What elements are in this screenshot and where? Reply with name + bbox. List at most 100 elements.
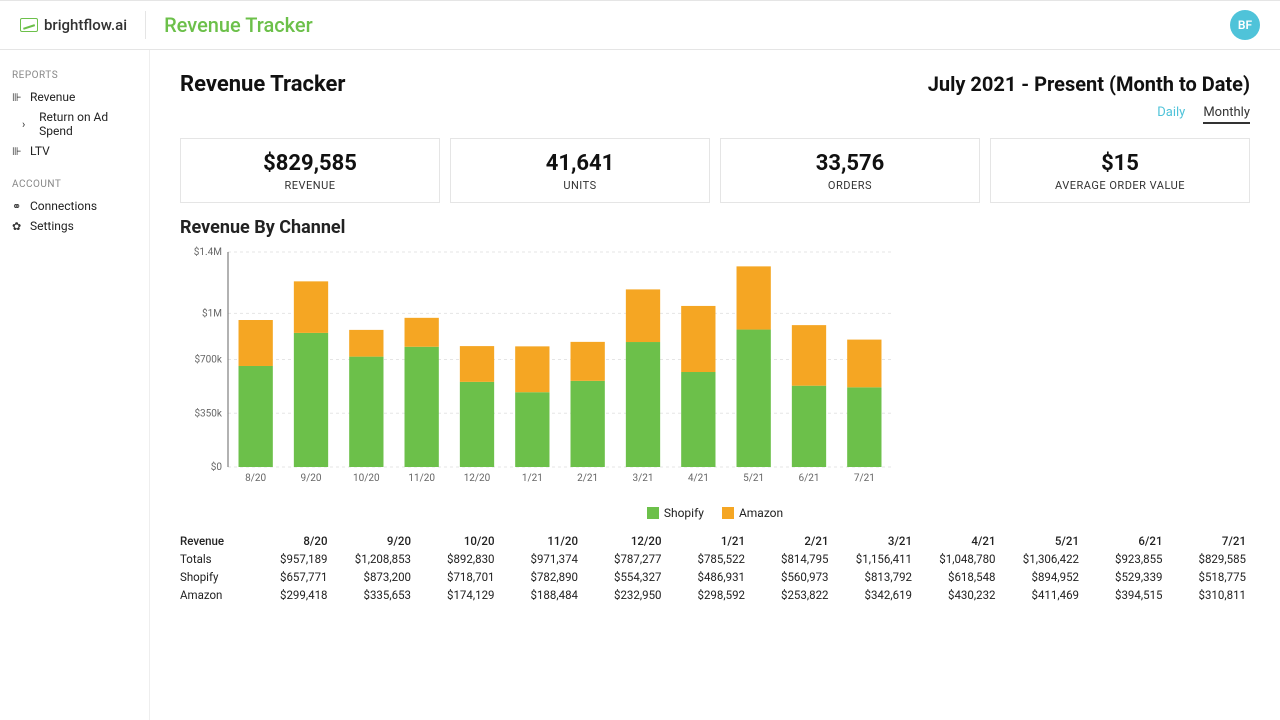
table-cell: $411,469 bbox=[1000, 588, 1084, 602]
svg-text:$700k: $700k bbox=[194, 353, 222, 366]
table-cell: $232,950 bbox=[582, 588, 666, 602]
table-cell: Shopify bbox=[180, 570, 248, 584]
tab-daily[interactable]: Daily bbox=[1157, 105, 1185, 124]
kpi-label: AVERAGE ORDER VALUE bbox=[999, 179, 1241, 192]
table-cell: $188,484 bbox=[499, 588, 583, 602]
sidebar-item-revenue[interactable]: ⊪ Revenue bbox=[12, 87, 137, 107]
granularity-tabs: Daily Monthly bbox=[180, 105, 1250, 124]
table-cell: $1,306,422 bbox=[1000, 552, 1084, 566]
sidebar-item-label: Return on Ad Spend bbox=[39, 110, 137, 138]
kpi-value: $829,585 bbox=[189, 151, 431, 176]
bar-chart-icon: ⊪ bbox=[12, 145, 24, 158]
table-cell: Amazon bbox=[180, 588, 248, 602]
table-cell: 10/20 bbox=[415, 534, 499, 548]
table-cell: $298,592 bbox=[666, 588, 750, 602]
svg-text:$1.4M: $1.4M bbox=[194, 245, 222, 258]
kpi-value: $15 bbox=[999, 151, 1241, 176]
table-cell: $813,792 bbox=[833, 570, 917, 584]
svg-text:8/20: 8/20 bbox=[245, 473, 266, 484]
table-cell: $829,585 bbox=[1167, 552, 1251, 566]
legend-swatch bbox=[647, 507, 659, 519]
table-cell: $560,973 bbox=[749, 570, 833, 584]
table-cell: 1/21 bbox=[666, 534, 750, 548]
date-range: July 2021 - Present (Month to Date) bbox=[928, 72, 1250, 96]
legend-item[interactable]: Shopify bbox=[647, 506, 704, 520]
main-heading: Revenue Tracker bbox=[180, 72, 345, 97]
kpi-value: 41,641 bbox=[459, 151, 701, 176]
table-cell: $394,515 bbox=[1083, 588, 1167, 602]
table-cell: $554,327 bbox=[582, 570, 666, 584]
svg-text:5/21: 5/21 bbox=[743, 473, 764, 484]
sidebar-item-label: Connections bbox=[30, 199, 97, 213]
legend-label: Shopify bbox=[664, 506, 704, 520]
table-cell: $892,830 bbox=[415, 552, 499, 566]
kpi-card-units: 41,641 UNITS bbox=[450, 138, 710, 203]
legend-label: Amazon bbox=[739, 506, 783, 520]
legend-swatch bbox=[722, 507, 734, 519]
table-cell: 9/20 bbox=[332, 534, 416, 548]
table-cell: $894,952 bbox=[1000, 570, 1084, 584]
table-cell: 4/21 bbox=[916, 534, 1000, 548]
gear-icon: ✿ bbox=[12, 220, 24, 233]
table-cell: $618,548 bbox=[916, 570, 1000, 584]
topbar: brightflow.ai Revenue Tracker BF bbox=[0, 0, 1280, 50]
sidebar-item-ltv[interactable]: ⊪ LTV bbox=[12, 141, 137, 161]
table-cell: 7/21 bbox=[1167, 534, 1251, 548]
caret-right-icon: › bbox=[22, 118, 33, 131]
chart-title: Revenue By Channel bbox=[180, 217, 1250, 238]
table-cell: $957,189 bbox=[248, 552, 332, 566]
legend-item[interactable]: Amazon bbox=[722, 506, 783, 520]
table-row: Revenue8/209/2010/2011/2012/201/212/213/… bbox=[180, 532, 1250, 550]
sidebar-item-roas[interactable]: › Return on Ad Spend bbox=[12, 107, 137, 141]
svg-text:1/21: 1/21 bbox=[522, 473, 543, 484]
bar-chart-icon: ⊪ bbox=[12, 91, 24, 104]
brand-logo[interactable]: brightflow.ai bbox=[20, 11, 146, 39]
kpi-label: ORDERS bbox=[729, 179, 971, 192]
sidebar-item-label: LTV bbox=[30, 144, 50, 158]
table-cell: 3/21 bbox=[833, 534, 917, 548]
kpi-row: $829,585 REVENUE 41,641 UNITS 33,576 ORD… bbox=[180, 138, 1250, 203]
table-cell: $657,771 bbox=[248, 570, 332, 584]
table-cell: $782,890 bbox=[499, 570, 583, 584]
kpi-card-aov: $15 AVERAGE ORDER VALUE bbox=[990, 138, 1250, 203]
table-cell: 6/21 bbox=[1083, 534, 1167, 548]
table-cell: $718,701 bbox=[415, 570, 499, 584]
sidebar-section-label: REPORTS bbox=[12, 70, 137, 81]
table-cell: $1,208,853 bbox=[332, 552, 416, 566]
nodes-icon: ⚭ bbox=[12, 200, 24, 213]
table-cell: Totals bbox=[180, 552, 248, 566]
svg-text:11/20: 11/20 bbox=[408, 473, 435, 484]
table-cell: $529,339 bbox=[1083, 570, 1167, 584]
avatar[interactable]: BF bbox=[1230, 10, 1260, 40]
kpi-card-orders: 33,576 ORDERS bbox=[720, 138, 980, 203]
table-cell: $486,931 bbox=[666, 570, 750, 584]
sidebar-item-settings[interactable]: ✿ Settings bbox=[12, 216, 137, 236]
table-cell: 8/20 bbox=[248, 534, 332, 548]
svg-text:$1M: $1M bbox=[202, 306, 222, 319]
table-cell: $1,048,780 bbox=[916, 552, 1000, 566]
svg-text:3/21: 3/21 bbox=[633, 473, 654, 484]
svg-text:9/20: 9/20 bbox=[301, 473, 322, 484]
table-cell: $335,653 bbox=[332, 588, 416, 602]
table-cell: 5/21 bbox=[1000, 534, 1084, 548]
table-cell: $923,855 bbox=[1083, 552, 1167, 566]
svg-text:4/21: 4/21 bbox=[688, 473, 709, 484]
table-cell: $310,811 bbox=[1167, 588, 1251, 602]
revenue-by-channel-chart: $0$350k$700k$1M$1.4M8/209/2010/2011/2012… bbox=[180, 244, 1250, 504]
kpi-card-revenue: $829,585 REVENUE bbox=[180, 138, 440, 203]
brand-logo-icon bbox=[20, 18, 38, 32]
svg-text:12/20: 12/20 bbox=[464, 473, 491, 484]
table-cell: 12/20 bbox=[582, 534, 666, 548]
table-cell: $430,232 bbox=[916, 588, 1000, 602]
table-row: Shopify$657,771$873,200$718,701$782,890$… bbox=[180, 568, 1250, 586]
sidebar-item-label: Settings bbox=[30, 219, 74, 233]
svg-text:$350k: $350k bbox=[194, 406, 222, 419]
sidebar-item-connections[interactable]: ⚭ Connections bbox=[12, 196, 137, 216]
table-cell: $253,822 bbox=[749, 588, 833, 602]
table-cell: Revenue bbox=[180, 534, 248, 548]
kpi-value: 33,576 bbox=[729, 151, 971, 176]
revenue-table: Revenue8/209/2010/2011/2012/201/212/213/… bbox=[180, 532, 1250, 604]
table-cell: $518,775 bbox=[1167, 570, 1251, 584]
table-cell: 2/21 bbox=[749, 534, 833, 548]
tab-monthly[interactable]: Monthly bbox=[1203, 105, 1250, 124]
